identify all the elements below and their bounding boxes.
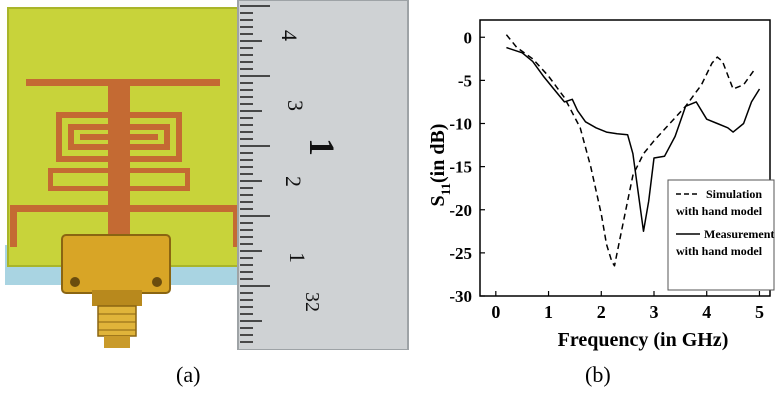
s11-chart: 0 1 2 3 4 5 0 -5 -10 -15 -20 -25 -30 Frequency (in G… — [427, 19, 775, 351]
y-tick-label: -10 — [449, 115, 472, 134]
legend: Simulation with hand model Measurement w… — [667, 179, 775, 291]
svg-text:S11(in dB): S11(in dB) — [427, 124, 453, 207]
y-tick-label: 0 — [464, 28, 473, 47]
y-tick-label: -20 — [449, 201, 472, 220]
x-tick-label: 0 — [491, 302, 500, 322]
antenna-photo: 4 3 1 2 1 32 — [0, 0, 430, 350]
x-tick-label: 3 — [650, 302, 659, 322]
ruler-mark-4: 2 — [281, 176, 306, 187]
plot-frame — [479, 19, 771, 297]
y-tick-label: -30 — [449, 287, 472, 306]
series-line-measurement — [506, 46, 761, 233]
caption-b: (b) — [585, 362, 611, 387]
ruler-mark-6: 32 — [301, 292, 323, 312]
ruler-mark-3: 1 — [302, 138, 342, 156]
y-axis-label-rest: (in dB) — [427, 124, 449, 183]
y-axis-label-sub: 11 — [438, 183, 453, 195]
x-tick-label: 5 — [755, 302, 764, 322]
legend-simulation-line2: with hand model — [676, 204, 763, 218]
ruler-mark-1: 4 — [277, 30, 302, 41]
y-axis-label-main: S — [427, 195, 449, 206]
sma-connector — [61, 234, 171, 348]
x-tick-label: 4 — [702, 302, 711, 322]
x-axis-label: Frequency (in GHz) — [558, 329, 729, 351]
legend-measurement-line1: Measurement — [704, 227, 774, 241]
ruler-mark-5: 1 — [285, 252, 310, 263]
ruler: 4 3 1 2 1 32 — [237, 0, 409, 350]
series-line-simulation — [505, 34, 755, 267]
antenna-traces — [10, 79, 240, 247]
legend-simulation-line1: Simulation — [706, 187, 762, 201]
legend-box — [667, 179, 775, 291]
y-tick-label: -5 — [458, 71, 472, 90]
legend-measurement-line2: with hand model — [676, 244, 763, 258]
caption-a: (a) — [176, 362, 201, 387]
y-tick-label: -25 — [449, 244, 472, 263]
y-axis-label: S11(in dB) — [427, 124, 453, 207]
x-tick-label: 2 — [597, 302, 606, 322]
x-tick-label: 1 — [544, 302, 553, 322]
y-tick-label: -15 — [449, 158, 472, 177]
ruler-mark-2: 3 — [283, 100, 308, 111]
